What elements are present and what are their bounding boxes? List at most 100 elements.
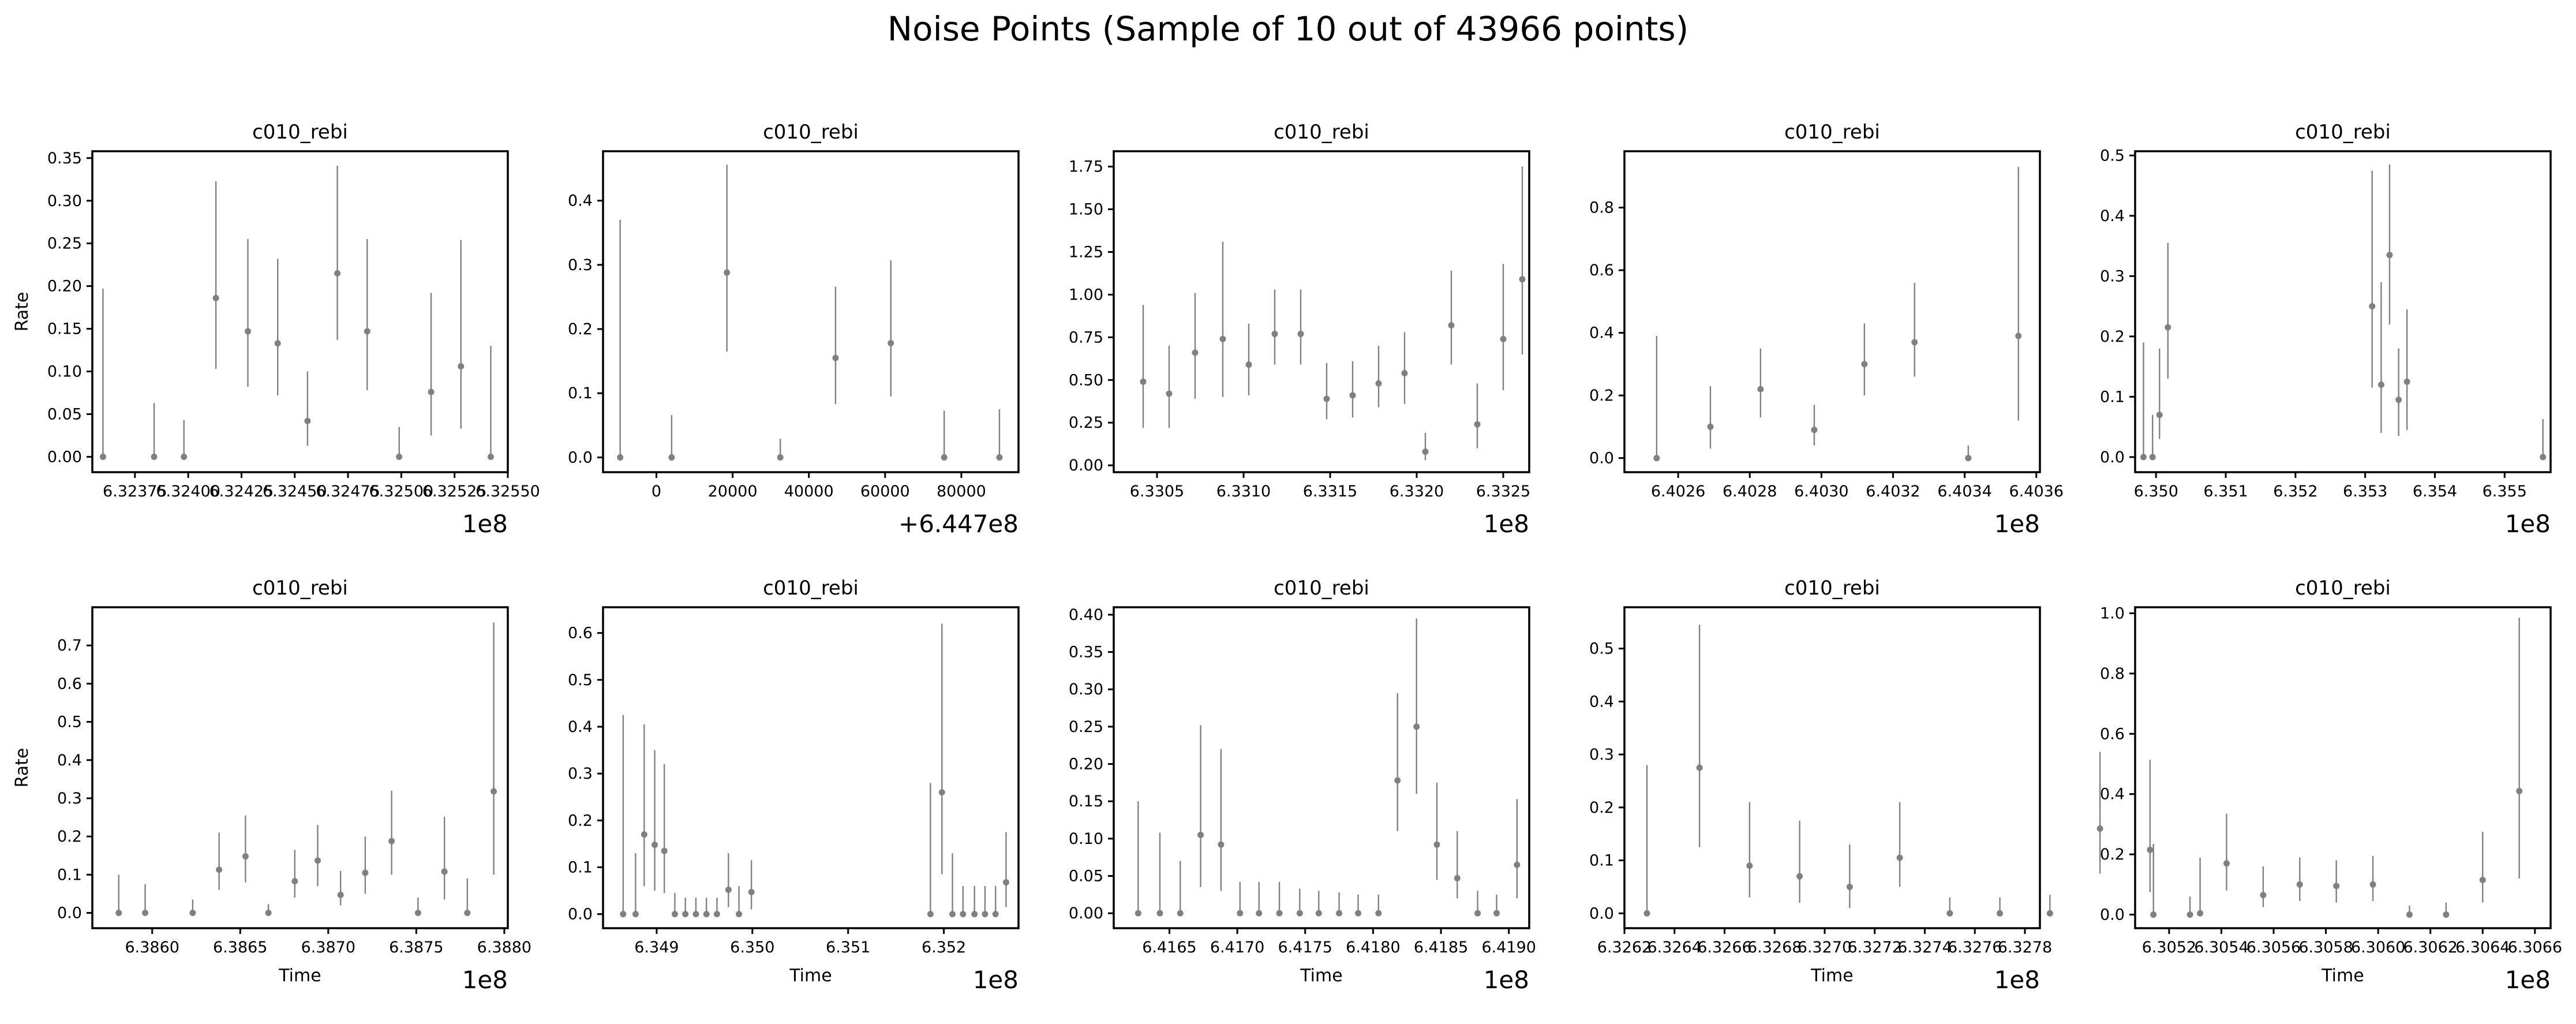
y-tick-label: 0.5 — [2100, 147, 2125, 165]
data-point — [2377, 381, 2384, 388]
data-point — [1401, 369, 1408, 376]
data-point — [1375, 910, 1382, 917]
x-axis-label: Time — [2321, 966, 2364, 986]
y-tick-label: 0.8 — [2100, 665, 2125, 683]
x-tick-label: 6.4165 — [1142, 939, 1196, 956]
x-tick-label: 6.3066 — [2508, 939, 2562, 956]
data-point — [692, 911, 699, 918]
data-point — [212, 294, 219, 301]
x-tick-label: 6.4036 — [2009, 483, 2064, 500]
subplot-title: c010_rebi — [763, 577, 859, 600]
axes-frame — [91, 606, 509, 929]
y-tick-label: 0.3 — [57, 790, 82, 808]
data-point — [1474, 910, 1481, 917]
data-point — [1375, 380, 1382, 387]
y-tick-label: 0.6 — [1589, 261, 1614, 279]
data-point — [1219, 335, 1226, 342]
data-point — [2140, 454, 2147, 461]
data-point — [414, 910, 421, 917]
x-tick-label: 6.354 — [2413, 483, 2457, 500]
y-tick-label: 0.00 — [1069, 457, 1103, 474]
data-point — [1448, 322, 1455, 329]
subplot-6: c010_rebi 6.3860 6.3865 6.3870 6.3875 6.3880 0… — [12, 577, 531, 994]
subplot-grid: c010_rebi6.323756.324006.324256.324506.3… — [12, 121, 2562, 994]
x-axis-label: Time — [1810, 966, 1853, 986]
x-tick-label: 6.3268 — [1747, 939, 1802, 956]
data-point — [1500, 335, 1507, 342]
subplot-2: c010_rebi 0 20000 40000 60000 80000 0.0 0.1 0.2 0… — [568, 121, 1020, 538]
data-point — [189, 910, 196, 917]
x-tick-label: 6.32475 — [316, 483, 380, 500]
y-tick-label: 0.2 — [57, 828, 82, 846]
data-point — [1846, 883, 1853, 890]
y-tick-label: 0.3 — [568, 765, 593, 783]
x-tick-label: 6.3056 — [2246, 939, 2301, 956]
data-point — [1297, 330, 1304, 337]
x-tick-label: 6.3266 — [1697, 939, 1751, 956]
y-tick-label: 1.75 — [1069, 158, 1103, 176]
data-point — [388, 838, 395, 844]
x-offset-label: 1e8 — [973, 966, 1019, 994]
y-tick-label: 0.0 — [57, 905, 82, 922]
y-tick-label: 0.35 — [47, 150, 82, 167]
subplot-title: c010_rebi — [1274, 577, 1369, 600]
x-tick-label: 6.3320 — [1390, 483, 1444, 500]
y-tick-label: 0.1 — [1589, 852, 1614, 870]
data-point — [2150, 911, 2157, 918]
x-tick-label: 6.3058 — [2298, 939, 2353, 956]
data-point — [2223, 860, 2230, 867]
data-point — [2015, 332, 2022, 339]
subplot-9: c010_rebi6.32626.32646.32666.32686.32706… — [1589, 577, 2204, 994]
x-tick-label: 6.3062 — [2403, 939, 2457, 956]
y-tick-label: 0.3 — [1589, 746, 1614, 764]
x-tick-label: 6.3052 — [2142, 939, 2196, 956]
subplot-title: c010_rebi — [1784, 121, 1880, 144]
x-tick-label: 6.353 — [2343, 483, 2387, 500]
subplot-4: c010_rebi 6.4026 6.4028 6.4030 6.4032 6.4034 6… — [1589, 121, 2064, 538]
x-tick-label: 6.3305 — [1130, 483, 1184, 500]
y-tick-label: 0.2 — [2100, 328, 2125, 346]
x-tick-label: 6.32525 — [422, 483, 487, 500]
y-tick-label: 0.4 — [2100, 207, 2125, 225]
data-point — [115, 910, 122, 917]
y-tick-label: 0.10 — [47, 363, 82, 381]
data-point — [362, 869, 369, 876]
axes-frame — [1113, 606, 1530, 929]
y-tick-label: 0.5 — [57, 713, 82, 731]
data-point — [1166, 390, 1173, 397]
x-tick-label: 40000 — [784, 483, 834, 500]
x-tick-label: 6.3054 — [2194, 939, 2248, 956]
x-tick-label: 20000 — [708, 483, 758, 500]
subplot-title: c010_rebi — [2295, 577, 2391, 600]
data-point — [441, 868, 448, 875]
data-point — [2406, 911, 2413, 918]
data-point — [641, 831, 647, 838]
data-point — [2403, 378, 2410, 385]
data-point — [941, 454, 948, 461]
data-point — [927, 911, 934, 918]
data-point — [181, 453, 188, 460]
data-point — [1245, 361, 1252, 368]
data-point — [1911, 339, 1918, 346]
x-tick-label: 6.349 — [634, 939, 679, 956]
data-point — [2046, 910, 2053, 917]
y-tick-label: 0.7 — [57, 637, 82, 655]
data-point — [1349, 392, 1356, 399]
data-point — [661, 847, 668, 854]
y-axis-label: Rate — [12, 292, 32, 332]
x-tick-label: 6.4180 — [1346, 939, 1400, 956]
data-point — [777, 454, 784, 461]
x-offset-label: 1e8 — [462, 966, 508, 994]
subplot-title: c010_rebi — [252, 577, 348, 600]
data-point — [938, 789, 945, 796]
y-tick-label: 0.4 — [568, 718, 593, 736]
axes-frame — [1623, 150, 2041, 473]
data-point — [1197, 831, 1204, 838]
data-point — [242, 853, 249, 860]
data-point — [2443, 911, 2450, 918]
x-tick-label: 6.350 — [2134, 483, 2178, 500]
y-tick-label: 1.50 — [1069, 201, 1103, 219]
x-tick-label: 6.4030 — [1794, 483, 1848, 500]
y-tick-label: 0.2 — [2100, 846, 2125, 864]
